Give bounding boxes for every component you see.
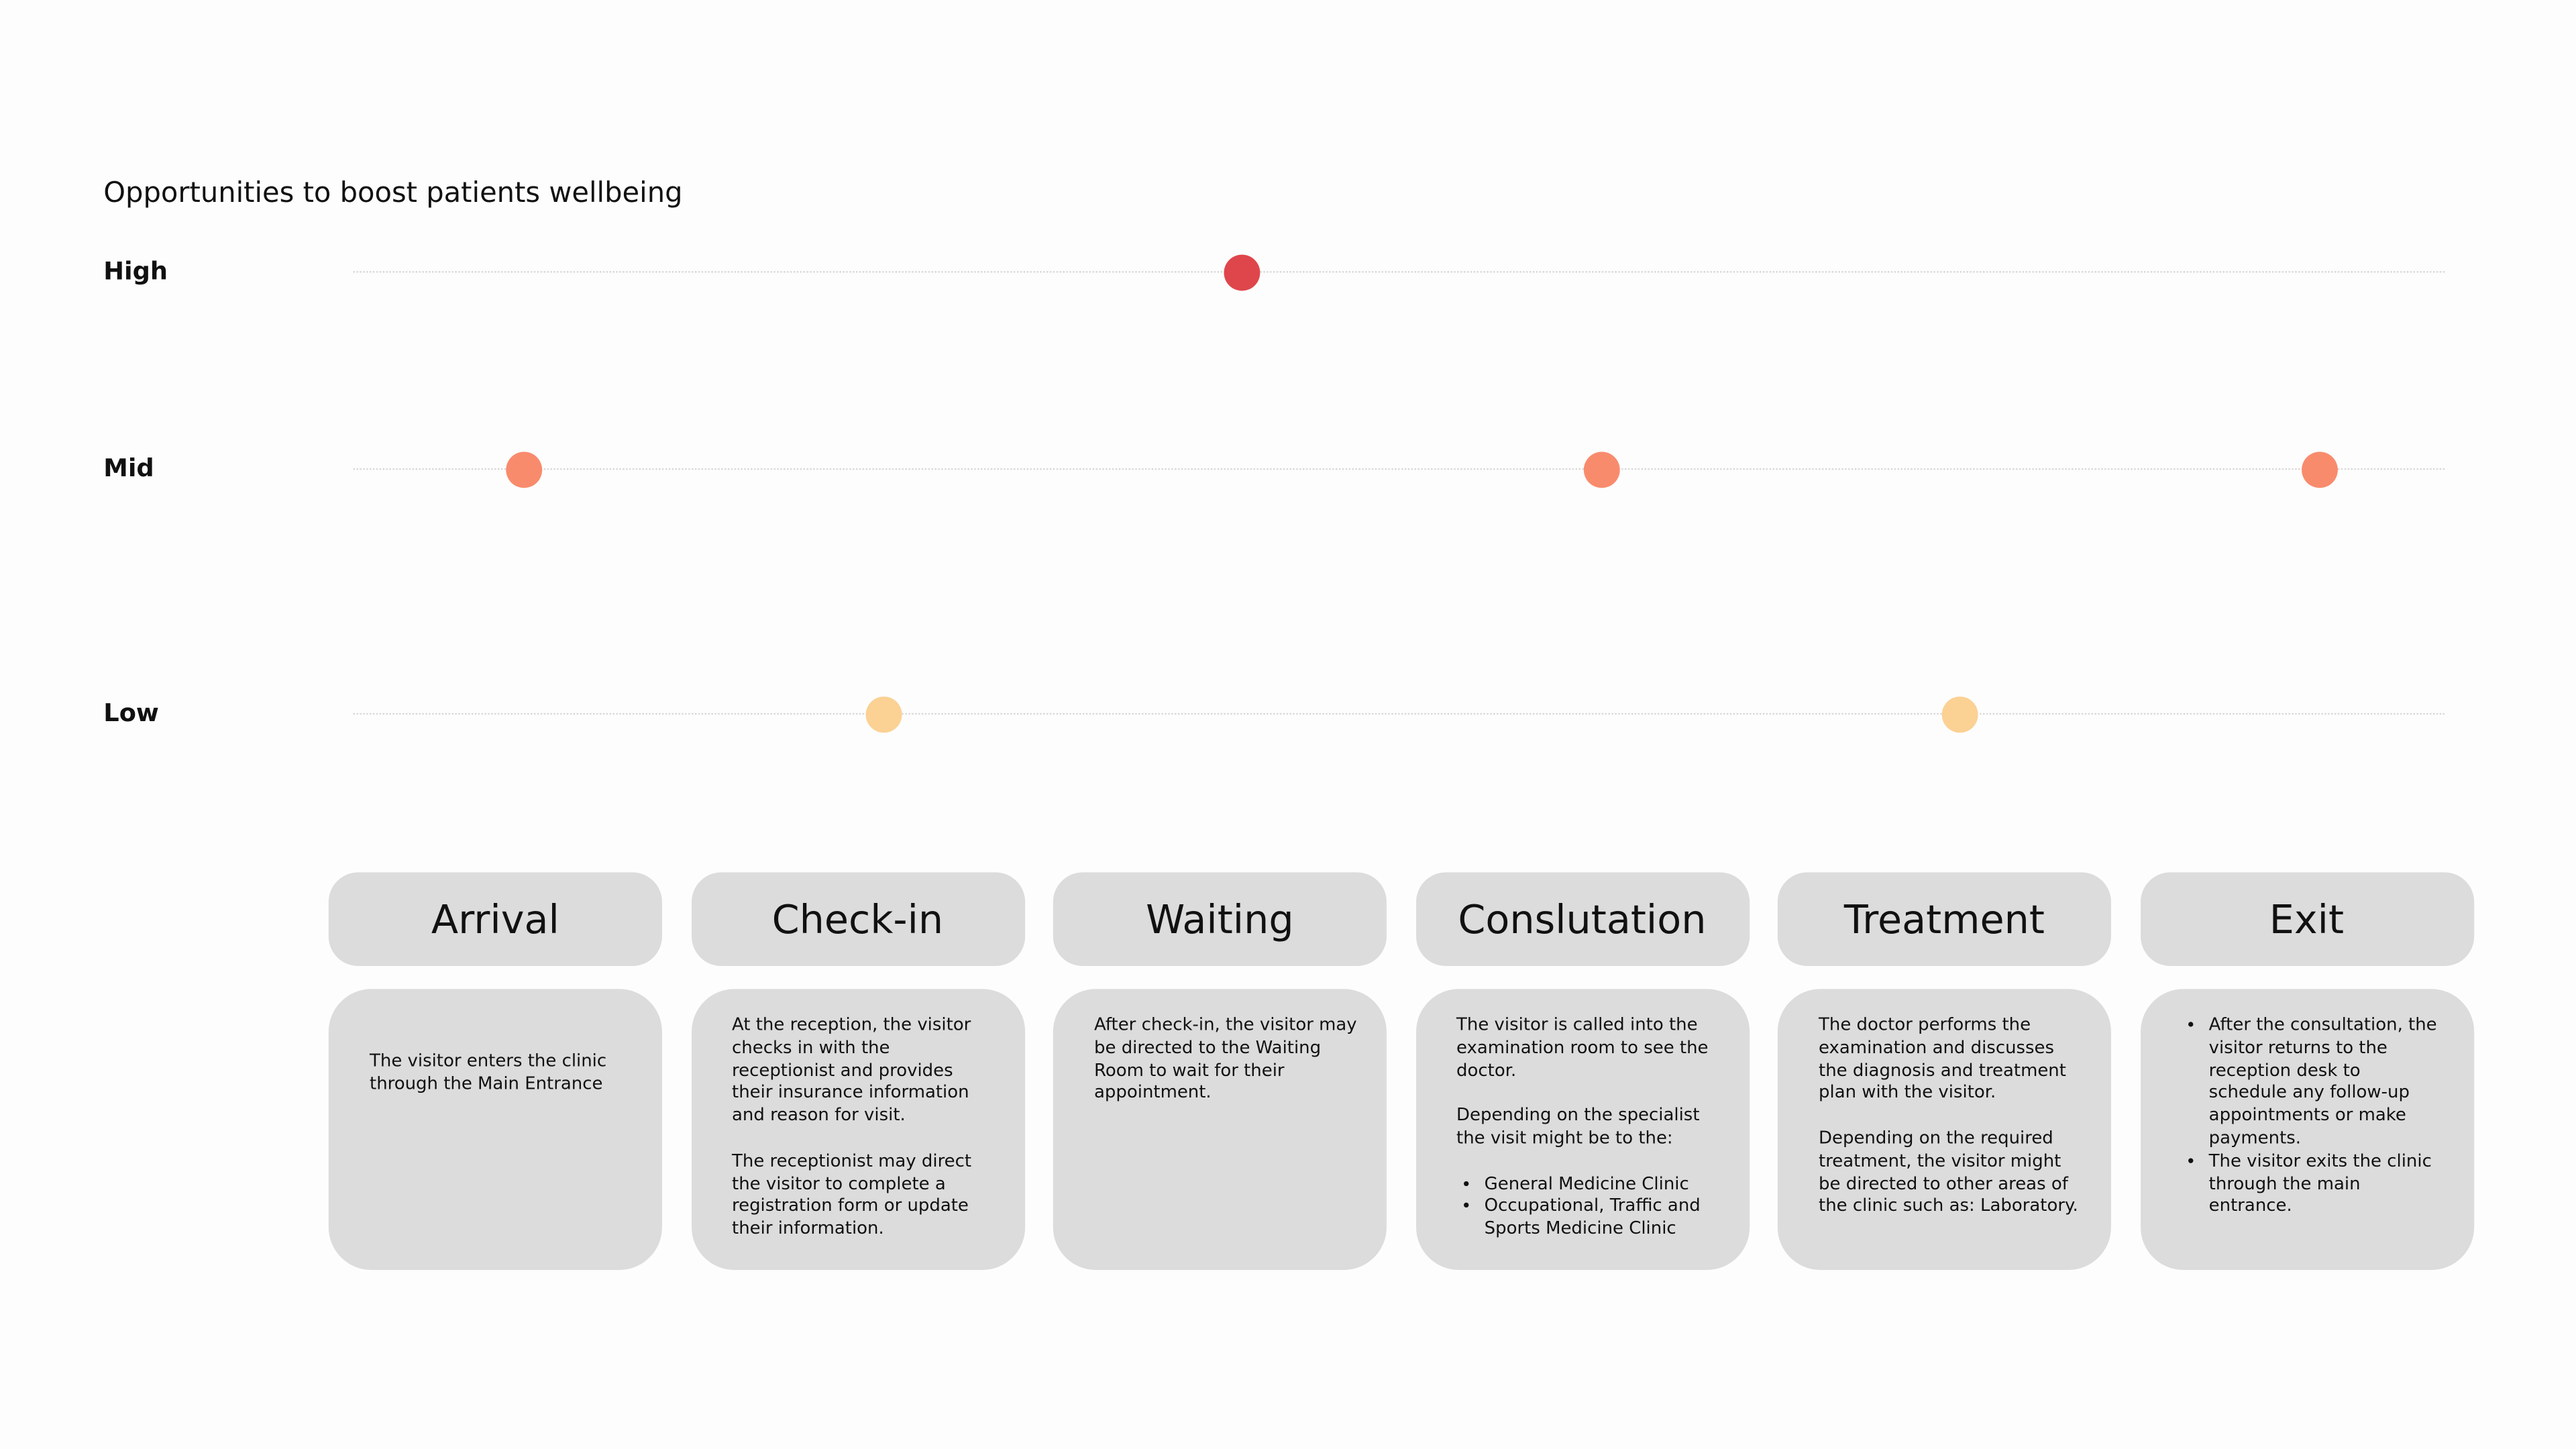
description-text: The visitor is called into the examinati…: [1456, 1015, 1709, 1081]
stage-title: Arrival: [328, 872, 662, 967]
stage-description: The doctor performs the examination and …: [1777, 989, 2111, 1271]
level-line: [353, 468, 2445, 470]
stage-title: Check-in: [690, 872, 1024, 967]
stage-description: The visitor is called into the examinati…: [1415, 989, 1749, 1271]
opportunity-dot: [506, 451, 543, 488]
bullet-item: The visitor exits the clinic through the…: [2209, 1151, 2444, 1219]
bullet-item: General Medicine Clinic: [1485, 1174, 1719, 1197]
description-text: After check-in, the visitor may be direc…: [1094, 1015, 1357, 1104]
opportunity-dot: [1942, 696, 1979, 733]
opportunity-dot: [1224, 254, 1260, 291]
opportunity-dot: [865, 696, 902, 733]
level-label: Mid: [103, 453, 154, 484]
description-text: The visitor enters the clinic through th…: [370, 1051, 607, 1094]
stage-description: At the reception, the visitor checks in …: [690, 989, 1024, 1271]
bullet-list: After the consultation, the visitor retu…: [2181, 1015, 2444, 1219]
stage-description: After check-in, the visitor may be direc…: [1053, 989, 1387, 1271]
title: Opportunities to boost patients wellbein…: [103, 177, 683, 211]
opportunity-dot: [1583, 451, 1620, 488]
description-text: The doctor performs the examination and …: [1819, 1015, 2066, 1104]
description-text: At the reception, the visitor checks in …: [732, 1015, 971, 1126]
description-text: The receptionist may direct the visitor …: [732, 1151, 972, 1239]
bullet-item: After the consultation, the visitor retu…: [2209, 1015, 2444, 1151]
opportunity-dot: [2302, 451, 2338, 488]
level-line: [353, 712, 2445, 715]
stage-title: Treatment: [1777, 872, 2111, 967]
bullet-list: General Medicine ClinicOccupational, Tra…: [1456, 1174, 1719, 1242]
stage-description: After the consultation, the visitor retu…: [2139, 989, 2473, 1271]
stage-title: Conslutation: [1415, 872, 1749, 967]
bullet-item: Occupational, Traffic and Sports Medicin…: [1485, 1197, 1719, 1242]
stage-title: Waiting: [1053, 872, 1387, 967]
description-text: Depending on the specialist the visit mi…: [1456, 1106, 1700, 1148]
level-label: Low: [103, 698, 159, 728]
stage-title: Exit: [2139, 872, 2473, 967]
description-text: Depending on the required treatment, the…: [1819, 1128, 2078, 1217]
level-label: High: [103, 256, 168, 286]
stage-description: The visitor enters the clinic through th…: [328, 989, 662, 1271]
level-line: [353, 271, 2445, 273]
